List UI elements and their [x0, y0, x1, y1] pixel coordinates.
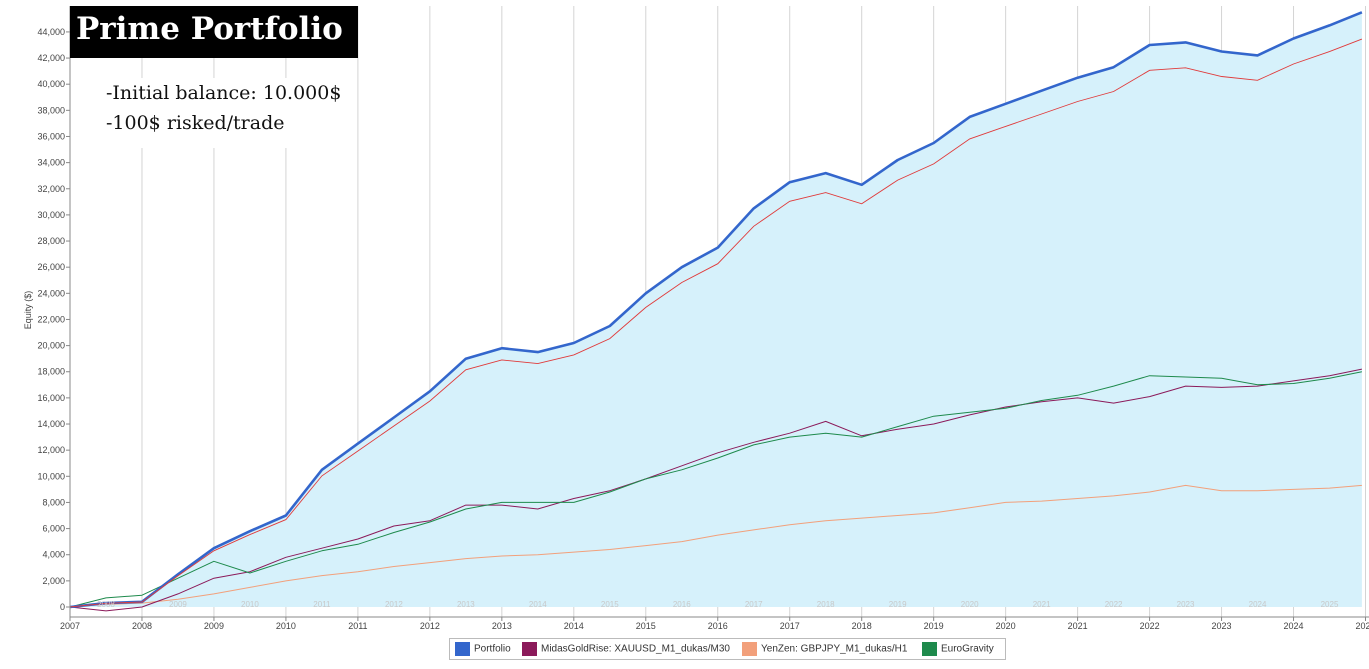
- y-tick-label: 22,000: [37, 314, 65, 324]
- x-tick-label: 2018: [852, 621, 872, 631]
- legend-swatch: [742, 642, 757, 656]
- legend-swatch: [455, 642, 470, 656]
- x-inner-label: 2009: [169, 600, 187, 609]
- y-axis-label: Equity ($): [23, 291, 33, 330]
- series-line-eurogravity: [69, 371, 1362, 608]
- y-tick-label: 42,000: [37, 53, 65, 63]
- x-tick-label: 2017: [780, 621, 800, 631]
- x-inner-label: 2008: [97, 600, 115, 609]
- series-lines: [69, 11, 1363, 612]
- y-tick-label: 16,000: [37, 393, 65, 403]
- y-tick-label: 40,000: [37, 79, 65, 89]
- x-tick-label: 2007: [60, 621, 80, 631]
- x-inner-label: 2010: [241, 600, 259, 609]
- y-tick-label: 20,000: [37, 341, 65, 351]
- y-tick-label: 18,000: [37, 367, 65, 377]
- x-inner-label: 2017: [745, 600, 763, 609]
- legend-item-midasgoldrise[interactable]: MidasGoldRise: XAUUSD_M1_dukas/M30: [522, 642, 730, 656]
- x-tick-label: 2021: [1068, 621, 1088, 631]
- axes: 0 2,000 4,000 6,000 8,000 10,000 12,000 14,000 1…: [37, 6, 1369, 631]
- y-tick-label: 26,000: [37, 262, 65, 272]
- y-tick-label: 2,000: [42, 576, 65, 586]
- y-tick-label: 32,000: [37, 184, 65, 194]
- y-tick-label: 6,000: [42, 524, 65, 534]
- x-tick-label: 2024: [1284, 621, 1304, 631]
- x-tick-label: 2011: [348, 621, 367, 631]
- y-tick-label: 10,000: [37, 471, 65, 481]
- x-tick-label: 2025: [1355, 621, 1369, 631]
- x-inner-label: 2022: [1105, 600, 1123, 609]
- legend-swatch: [922, 642, 937, 656]
- y-tick-label: 30,000: [37, 210, 65, 220]
- x-tick-label: 2009: [204, 621, 224, 631]
- note-risk-per-trade: -100$ risked/trade: [106, 112, 285, 134]
- x-tick-label: 2010: [276, 621, 296, 631]
- x-inner-label: 2025: [1321, 600, 1339, 609]
- y-tick-label: 34,000: [37, 158, 65, 168]
- x-inner-label: 2021: [1033, 600, 1051, 609]
- legend-swatch: [522, 642, 537, 656]
- y-tick-label: 24,000: [37, 288, 65, 298]
- x-tick-label: 2014: [564, 621, 584, 631]
- x-tick-label: 2008: [132, 621, 152, 631]
- portfolio-closed-equity-line: [69, 38, 1363, 608]
- y-tick-label: 4,000: [42, 550, 65, 560]
- y-tick-label: 8,000: [42, 497, 65, 507]
- x-inner-label: 2011: [313, 600, 331, 609]
- x-inner-label: 2019: [889, 600, 907, 609]
- chart-title: Prime Portfolio: [76, 11, 343, 47]
- x-tick-label: 2019: [924, 621, 944, 631]
- x-tick-label: 2022: [1140, 621, 1160, 631]
- x-tick-label: 2013: [492, 621, 512, 631]
- y-tick-label: 28,000: [37, 236, 65, 246]
- x-tick-label: 2016: [708, 621, 728, 631]
- y-tick-label: 12,000: [37, 445, 65, 455]
- x-inner-label: 2013: [457, 600, 475, 609]
- x-tick-label: 2023: [1212, 621, 1232, 631]
- legend-item-portfolio[interactable]: Portfolio: [455, 642, 511, 656]
- x-inner-label: 2014: [529, 600, 547, 609]
- x-inner-label: 2024: [1249, 600, 1267, 609]
- series-line-midasgoldrise: [69, 368, 1362, 612]
- legend-item-eurogravity[interactable]: EuroGravity: [922, 642, 994, 656]
- x-tick-label: 2012: [420, 621, 440, 631]
- series-line-yenzen: [69, 484, 1362, 608]
- series-line-portfolio: [69, 11, 1363, 609]
- y-tick-label: 36,000: [37, 131, 65, 141]
- y-tick-label: 0: [60, 602, 65, 612]
- title-banner: Prime Portfolio: [70, 6, 358, 58]
- y-tick-label: 14,000: [37, 419, 65, 429]
- x-inner-label: 2016: [673, 600, 691, 609]
- y-tick-label: 38,000: [37, 105, 65, 115]
- x-inner-label: 2015: [601, 600, 619, 609]
- portfolio-area-fill: [70, 12, 1362, 608]
- x-inner-label: 2012: [385, 600, 403, 609]
- x-inner-label: 2023: [1177, 600, 1195, 609]
- chart-legend: Portfolio MidasGoldRise: XAUUSD_M1_dukas…: [449, 638, 1006, 660]
- note-initial-balance: -Initial balance: 10.000$: [106, 82, 342, 104]
- y-tick-label: 44,000: [37, 27, 65, 37]
- info-note: -Initial balance: 10.000$ -100$ risked/t…: [96, 78, 341, 148]
- x-inner-label: 2020: [961, 600, 979, 609]
- x-inner-label: 2018: [817, 600, 835, 609]
- x-tick-label: 2015: [636, 621, 656, 631]
- x-tick-label: 2020: [996, 621, 1016, 631]
- legend-item-yenzen[interactable]: YenZen: GBPJPY_M1_dukas/H1: [742, 642, 907, 656]
